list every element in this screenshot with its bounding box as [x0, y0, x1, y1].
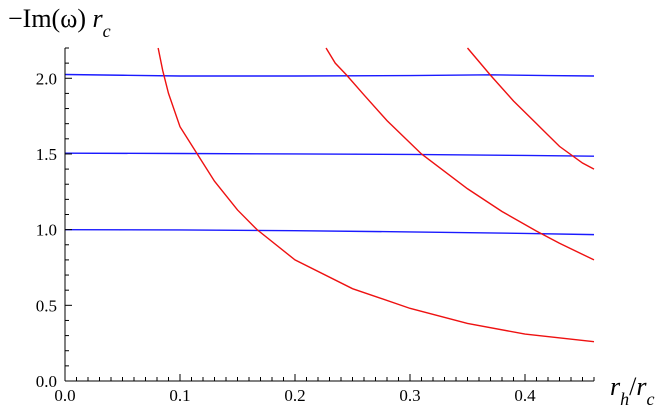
series-line-4: [157, 47, 595, 343]
axes: [64, 48, 594, 382]
x-tick-label: 0.0: [54, 386, 75, 405]
x-axis-title: rh/rc: [610, 372, 654, 409]
y-axis-title: −Im(ω) rc: [8, 4, 111, 41]
ticks: [64, 47, 595, 382]
tick-labels: 0.0 0.1 0.2 0.3 0.4 0.0 0.5 1.0 1.5 2.0: [36, 69, 536, 405]
series-line-5: [325, 47, 595, 261]
y-tick-label: 1.5: [36, 145, 57, 164]
series-line-6: [466, 47, 595, 170]
y-axis-title-text: −Im(ω) rc: [8, 4, 111, 41]
x-tick-label: 0.3: [399, 386, 420, 405]
plot-lines: [64, 47, 595, 343]
y-tick-label: 0.5: [36, 296, 57, 315]
x-axis-title-text: rh/rc: [610, 372, 654, 409]
y-tick-label: 1.0: [36, 221, 57, 240]
series-line-3: [64, 73, 595, 77]
x-tick-label: 0.1: [169, 386, 190, 405]
x-tick-label: 0.4: [514, 386, 536, 405]
x-tick-label: 0.2: [284, 386, 305, 405]
series-line-2: [64, 152, 595, 157]
y-tick-label: 2.0: [36, 69, 57, 88]
series-line-1: [64, 228, 595, 236]
y-tick-label: 0.0: [36, 372, 57, 391]
